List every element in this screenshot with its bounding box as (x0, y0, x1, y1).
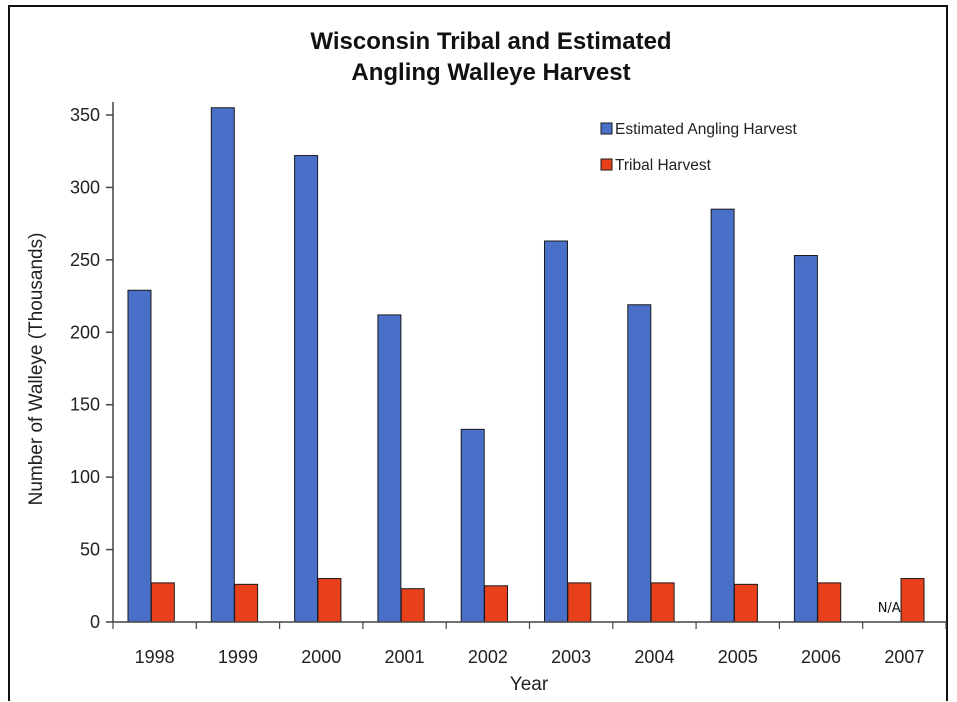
bar-tribal-1999 (234, 583, 259, 623)
x-tick-label: 2003 (551, 647, 591, 667)
x-tick-label: 2006 (801, 647, 841, 667)
y-tick-label: 100 (70, 467, 100, 487)
y-tick-label: 50 (80, 540, 100, 560)
legend-label-angling: Estimated Angling Harvest (615, 121, 797, 138)
x-axis-label: Year (510, 674, 549, 695)
bar-tribal-2002 (484, 585, 509, 623)
bar-angling-1998 (127, 289, 152, 623)
x-tick-label: 2004 (634, 647, 674, 667)
bar-tribal-2007 (900, 578, 925, 623)
y-tick-label: 150 (70, 395, 100, 415)
legend-swatch-tribal (600, 158, 613, 171)
bar-tribal-2001 (400, 588, 425, 623)
y-axis-label: Number of Walleye (Thousands) (26, 233, 47, 506)
x-tick-label: 2002 (468, 647, 508, 667)
bar-angling-2005 (710, 208, 735, 623)
chart-title-line2: Angling Walleye Harvest (351, 59, 630, 86)
bar-angling-2004 (627, 304, 652, 623)
x-tick-label: 2005 (718, 647, 758, 667)
bar-angling-1999 (210, 107, 235, 623)
bar-tribal-1998 (150, 582, 175, 623)
bar-angling-2002 (460, 428, 485, 623)
bar-tribal-2004 (650, 582, 675, 623)
bar-angling-2006 (793, 255, 818, 623)
na-annotation: N/A (878, 601, 901, 616)
x-axis-ticks: 1998 1999 2000 2001 2002 2003 2004 2005 2006 2007 (112, 622, 947, 667)
x-tick-label: 2001 (385, 647, 425, 667)
bar-angling-2003 (543, 240, 568, 623)
bar-tribal-2006 (817, 582, 842, 623)
legend-swatch-angling (600, 122, 613, 135)
x-tick-label: 1998 (135, 647, 175, 667)
bar-tribal-2000 (317, 578, 342, 623)
legend-label-tribal: Tribal Harvest (615, 157, 712, 174)
y-axis-ticks: 0 50 100 150 200 250 300 350 (70, 105, 113, 632)
y-tick-label: 300 (70, 177, 100, 197)
y-tick-label: 250 (70, 250, 100, 270)
x-tick-label: 2007 (884, 647, 924, 667)
bar-tribal-2005 (733, 583, 758, 623)
bars (127, 107, 925, 623)
x-tick-label: 2000 (301, 647, 341, 667)
x-tick-label: 1999 (218, 647, 258, 667)
bar-tribal-2003 (567, 582, 592, 623)
bar-angling-2001 (377, 314, 402, 623)
bar-angling-2000 (294, 155, 319, 623)
annotations: N/A (878, 601, 901, 616)
chart-title-line1: Wisconsin Tribal and Estimated (310, 28, 671, 55)
legend: Estimated Angling Harvest Tribal Harvest (600, 121, 797, 174)
y-tick-label: 350 (70, 105, 100, 125)
y-tick-label: 0 (90, 612, 100, 632)
y-tick-label: 200 (70, 322, 100, 342)
